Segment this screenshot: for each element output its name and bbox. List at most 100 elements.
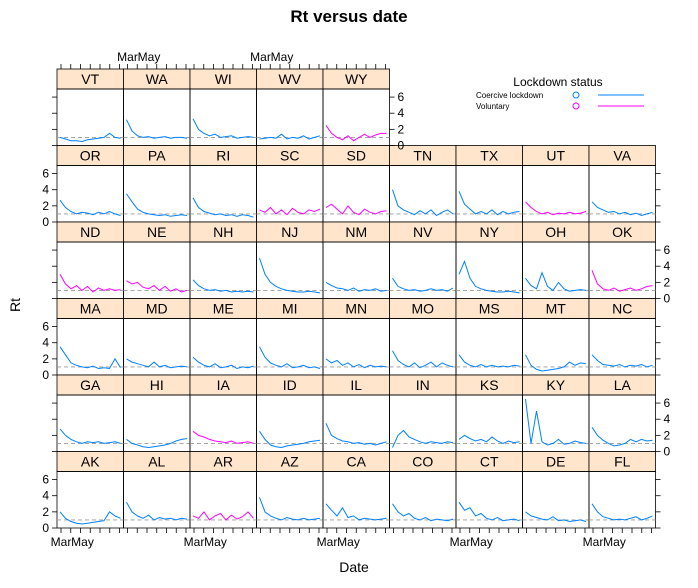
series-line-ok (591, 270, 653, 292)
strip-label: SD (347, 148, 366, 164)
legend-point-coercive-icon (572, 91, 580, 99)
strip-label: OK (612, 224, 633, 240)
y-tick-label: 4 (398, 106, 405, 120)
panel-nv: NV (389, 221, 457, 299)
strip-label: MT (546, 301, 567, 317)
series-line-mo (392, 350, 454, 369)
strip-label: VT (81, 71, 99, 87)
y-tick-label: 0 (42, 521, 49, 535)
panel-ma: MA (56, 298, 124, 376)
panel-ky: KY (522, 374, 590, 452)
series-line-fl (591, 503, 653, 521)
panel-grid: VT WA WI WV WY OR PA RI SC SD TN TX UT VA ND NE NH NJ NM NV… (42, 50, 670, 549)
x-tick-label: May (470, 535, 493, 549)
panel-frame (189, 241, 257, 299)
series-line-nc (591, 354, 653, 368)
panel-ia: IA (189, 374, 257, 452)
strip-label: IN (416, 377, 430, 393)
x-tick-label: May (337, 535, 360, 549)
panel-mt: MT (522, 298, 590, 376)
panel-frame (256, 318, 324, 376)
panel-la: LA (588, 374, 656, 452)
panel-ks: KS (455, 374, 523, 452)
series-line-ct (458, 501, 520, 522)
series-line-hi (126, 438, 188, 449)
panel-vt: VT (56, 68, 124, 146)
panel-ri: RI (189, 145, 257, 223)
y-axis-label: Rt (7, 298, 23, 312)
strip-label: UT (546, 148, 565, 164)
series-line-md (126, 358, 188, 369)
legend-label-voluntary: Voluntary (476, 102, 509, 111)
series-line-ks (458, 434, 520, 444)
x-tick-label: Mar (51, 535, 72, 549)
strip-label: TN (413, 148, 432, 164)
panel-wv: WV (256, 68, 324, 146)
strip-label: RI (216, 148, 230, 164)
panel-mi: MI (256, 298, 324, 376)
y-tick-label: 4 (42, 336, 49, 350)
strip-label: ME (213, 301, 234, 317)
y-tick-label: 6 (42, 320, 49, 334)
panel-ok: OK (588, 221, 656, 299)
panel-az: AZ (256, 451, 324, 529)
panel-md: MD (123, 298, 191, 376)
series-line-sd (325, 203, 387, 216)
panel-frame (123, 241, 191, 299)
series-line-mt (525, 354, 587, 372)
series-line-mi (259, 346, 321, 369)
panel-pa: PA (123, 145, 191, 223)
strip-label: CA (347, 454, 367, 470)
panel-frame (588, 394, 656, 452)
series-line-ri (192, 197, 254, 218)
panel-frame (256, 88, 324, 146)
x-tick-label: Mar (184, 535, 205, 549)
strip-label: VA (613, 148, 631, 164)
panel-frame (322, 88, 390, 146)
panel-ar: AR (189, 451, 257, 529)
strip-label: FL (614, 454, 631, 470)
series-line-oh (525, 271, 587, 292)
series-line-va (591, 201, 653, 217)
strip-label: OH (545, 224, 566, 240)
series-line-wy (325, 125, 387, 142)
strip-label: ND (80, 224, 100, 240)
x-axis-label: Date (339, 559, 369, 575)
strip-label: IA (217, 377, 231, 393)
panel-frame (56, 88, 124, 146)
panel-ut: UT (522, 145, 590, 223)
strip-label: NE (147, 224, 166, 240)
series-line-me (192, 356, 254, 370)
panel-nj: NJ (256, 221, 324, 299)
panel-frame (189, 471, 257, 529)
strip-label: MN (345, 301, 367, 317)
strip-label: SC (280, 148, 299, 164)
strip-label: LA (614, 377, 632, 393)
legend-label-coercive: Coercive lockdown (476, 91, 543, 100)
panel-frame (189, 165, 257, 223)
panel-frame (455, 241, 523, 299)
y-tick-label: 6 (664, 396, 671, 410)
y-tick-label: 4 (42, 183, 49, 197)
strip-label: NJ (281, 224, 298, 240)
series-line-ky (525, 398, 587, 446)
series-line-az (259, 497, 321, 521)
strip-label: AL (148, 454, 165, 470)
panel-oh: OH (522, 221, 590, 299)
strip-label: MI (282, 301, 298, 317)
panel-fl: FL (588, 451, 656, 529)
panel-frame (123, 165, 191, 223)
strip-label: OR (80, 148, 101, 164)
panel-wy: WY (322, 68, 390, 146)
series-line-id (259, 431, 321, 449)
series-line-ms (458, 354, 520, 368)
series-line-nd (59, 274, 121, 293)
chart-title: Rt versus date (290, 7, 407, 26)
series-line-la (591, 427, 653, 447)
series-line-in (392, 429, 454, 448)
series-line-ne (126, 280, 188, 293)
series-line-wa (126, 119, 188, 139)
series-line-mn (325, 358, 387, 369)
panel-frame (455, 165, 523, 223)
strip-label: WA (146, 71, 169, 87)
